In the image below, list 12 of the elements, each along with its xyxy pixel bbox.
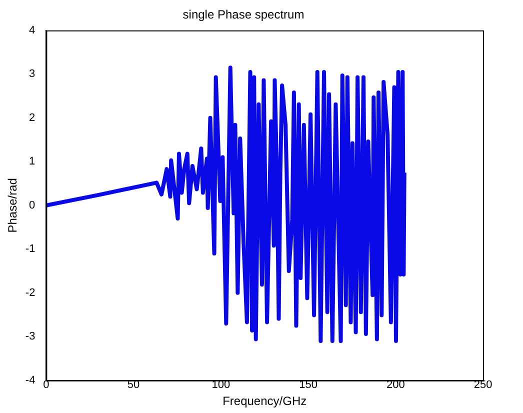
y-tick-label: -2 bbox=[25, 286, 36, 299]
y-tick-label: 2 bbox=[29, 112, 36, 124]
y-tick-label: -4 bbox=[25, 374, 36, 386]
y-tick-label: -1 bbox=[25, 243, 36, 256]
y-tick-label: 4 bbox=[29, 24, 36, 36]
y-tick-label: -3 bbox=[25, 330, 36, 343]
x-axis-title: Frequency/GHz bbox=[222, 394, 307, 408]
y-tick-label: 3 bbox=[29, 68, 36, 80]
chart-title: single Phase spectrum bbox=[182, 8, 304, 22]
y-axis-title: Phase/rad bbox=[6, 178, 20, 233]
y-tick-label: 1 bbox=[29, 156, 36, 168]
y-tick-label: 0 bbox=[29, 199, 36, 212]
